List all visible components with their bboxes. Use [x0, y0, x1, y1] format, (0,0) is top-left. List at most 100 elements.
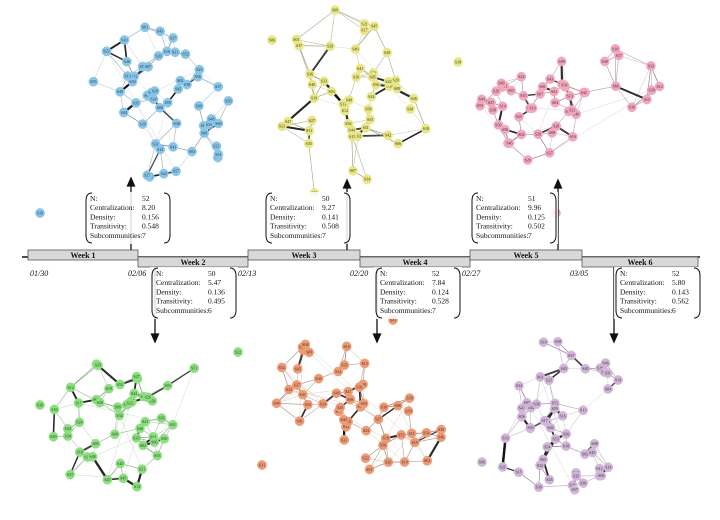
stat-label-density: Density: — [380, 287, 405, 296]
network-node-label: S46 — [438, 435, 444, 440]
network-node — [162, 97, 173, 108]
network-node-label: S23 — [546, 477, 552, 482]
network-node-label: S56 — [373, 82, 379, 87]
network-node-label: S29 — [37, 210, 43, 215]
network-node — [559, 80, 570, 90]
stats-box-week-3: N: 50 Centralization: 9.27 Density: 0.141 Tran… — [264, 192, 352, 244]
network-node — [131, 371, 142, 382]
stat-label-density: Density: — [476, 212, 501, 221]
network-edge — [543, 341, 572, 356]
network-node-label: S22 — [103, 49, 109, 54]
network-node — [131, 98, 141, 108]
stat-label-density: Density: — [90, 212, 115, 221]
network-node-label: S40 — [573, 112, 579, 117]
network-week-6: S16S23S30S37S44S51S58S05S12S19S26S33S40S… — [477, 336, 623, 495]
stat-label-density: Density: — [156, 287, 181, 296]
network-edge — [298, 45, 331, 47]
network-node-label: S12 — [656, 84, 662, 89]
network-node-label: S03 — [189, 149, 195, 154]
network-node-label: S42 — [385, 133, 391, 138]
network-node — [392, 400, 403, 411]
network-node-label: S16 — [344, 344, 350, 349]
network-node — [603, 462, 614, 473]
network-node-label: S43 — [341, 417, 347, 422]
network-node — [142, 392, 153, 403]
network-node — [345, 394, 356, 405]
network-node — [271, 398, 282, 409]
network-node-label: S06 — [395, 141, 401, 146]
network-node-label: S36 — [307, 72, 313, 77]
network-node — [90, 438, 101, 449]
network-node — [578, 478, 589, 488]
network-node — [187, 146, 197, 157]
network-node-label: S05 — [92, 441, 98, 446]
date-label-2: 02/06 — [128, 269, 146, 278]
week-label-2: Week 2 — [180, 258, 205, 267]
network-node-label: S28 — [97, 400, 103, 405]
network-node — [162, 380, 173, 391]
network-node-label: S23 — [196, 67, 202, 72]
network-node-label: S55 — [367, 117, 373, 122]
network-edge — [309, 46, 331, 75]
stat-label-n: N: — [476, 194, 484, 203]
network-node — [360, 453, 371, 464]
network-node-label: S10 — [423, 126, 429, 131]
network-edge — [147, 143, 156, 176]
network-node — [153, 51, 164, 61]
network-node-label: S40 — [309, 82, 315, 87]
stat-value-n: 52 — [142, 194, 150, 203]
network-node-label: S52 — [279, 365, 285, 370]
network-node-label: S59 — [361, 401, 367, 406]
network-node — [189, 363, 200, 374]
network-node-label: S03 — [328, 89, 334, 94]
network-node-label: S55 — [508, 88, 514, 93]
network-node — [642, 94, 652, 105]
network-node — [545, 74, 555, 84]
network-node — [35, 400, 45, 410]
network-node-label: S49 — [117, 89, 123, 94]
network-node — [545, 422, 556, 433]
network-edge — [119, 415, 143, 470]
network-node-label: S33 — [502, 436, 508, 441]
stat-value-subcommunities: 7 — [142, 231, 146, 240]
network-node — [596, 470, 607, 481]
network-node-label: S10 — [77, 450, 83, 455]
network-node-label: S21 — [213, 144, 219, 149]
network-node — [561, 429, 572, 439]
network-node — [347, 131, 358, 142]
network-node-label: S03 — [582, 452, 588, 457]
week-bar-1: Week 1 — [27, 249, 139, 261]
network-node — [587, 447, 598, 458]
network-node — [421, 123, 431, 134]
network-node-label: S17 — [361, 28, 367, 33]
stat-value-transitivity: 0.495 — [208, 297, 225, 306]
network-node-label: S12 — [596, 466, 602, 471]
network-node-label: S08 — [201, 131, 207, 136]
network-node — [500, 124, 510, 135]
network-node-label: S31 — [306, 128, 312, 133]
network-node — [383, 130, 393, 141]
network-node-label: S36 — [569, 483, 575, 488]
stat-label-density: Density: — [620, 287, 645, 296]
network-node-label: S37 — [296, 43, 302, 48]
network-node — [610, 44, 621, 54]
network-node-label: S05 — [540, 457, 546, 462]
network-node-label: S49 — [352, 47, 358, 52]
network-node-label: S20 — [392, 78, 398, 83]
network-node-label: S34 — [65, 433, 71, 438]
network-node — [152, 450, 163, 461]
network-node — [326, 86, 337, 97]
network-node-label: S19 — [529, 106, 535, 111]
network-node-label: S58 — [490, 107, 496, 112]
network-edge — [123, 437, 137, 479]
stats-bracket — [375, 267, 461, 319]
network-node-label: S22 — [385, 79, 391, 84]
network-node-label: S43 — [547, 76, 553, 81]
network-node — [313, 373, 324, 384]
network-node-label: S58 — [555, 339, 561, 344]
network-node-label: S46 — [137, 426, 143, 431]
network-node — [610, 81, 621, 92]
stat-value-transitivity: 0.562 — [672, 297, 689, 306]
stat-value-density: 0.156 — [142, 212, 159, 221]
network-node-label: S46 — [124, 59, 130, 64]
